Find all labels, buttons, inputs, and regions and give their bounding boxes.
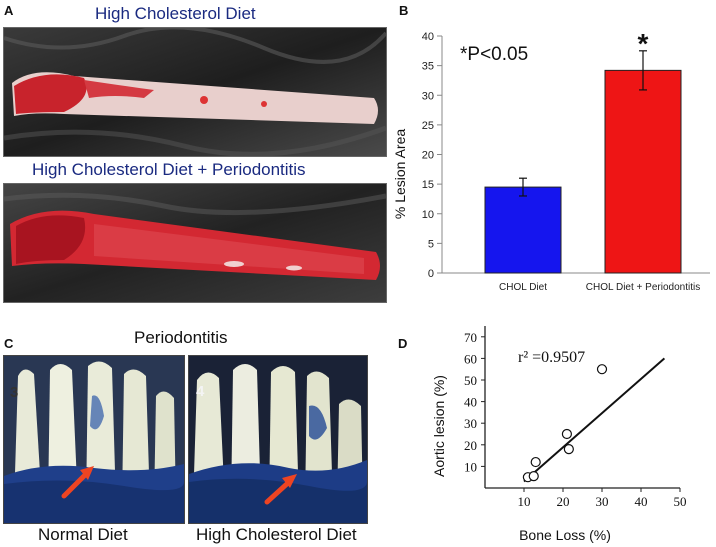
scatter-y-tick-label: 30 xyxy=(464,416,477,431)
panel-a-top-title: High Cholesterol Diet xyxy=(95,4,256,23)
lesion-area-bar-chart: 0 5 10 15 20 25 30 35 40 CHOL Diet CHOL Diet + Pe… xyxy=(392,28,710,293)
panel-c-label: C xyxy=(4,336,14,351)
aorta-photo-high-cholesterol xyxy=(3,27,387,157)
bar-chart-y-tick-label: 20 xyxy=(422,150,434,162)
scatter-fit-line xyxy=(523,357,666,483)
scatter-y-tick-label: 60 xyxy=(464,351,477,366)
scatter-y-tick-label: 10 xyxy=(464,459,477,474)
bar-1 xyxy=(484,186,562,274)
bar-chart-y-tick-label: 0 xyxy=(428,268,434,280)
panel-d-label: D xyxy=(398,336,408,351)
bar-chart-significance-marker: * xyxy=(638,28,649,59)
scatter-point xyxy=(530,456,541,468)
bar-chart-p-value-annotation: *P<0.05 xyxy=(460,44,528,65)
scatter-x-tick-label: 30 xyxy=(596,494,609,509)
scatter-x-tick-label: 20 xyxy=(557,494,570,509)
scatter-point xyxy=(561,428,572,440)
panel-a-bottom-title: High Cholesterol Diet + Periodontitis xyxy=(32,160,306,179)
bar-chart-y-tick-label: 35 xyxy=(422,61,434,73)
bar-chart-y-axis-label: % Lesion Area xyxy=(392,129,408,219)
bar-chart-y-tick-label: 30 xyxy=(422,90,434,102)
bar-chart-y-tick-label: 15 xyxy=(422,179,434,191)
bar-chart-y-tick-label: 25 xyxy=(422,120,434,132)
aorta-photo-high-cholesterol-periodontitis xyxy=(3,183,387,303)
bar-2 xyxy=(604,69,682,274)
bar-category-label: CHOL Diet xyxy=(499,282,547,293)
panel-c-left-caption: Normal Diet xyxy=(38,525,128,544)
teeth-photo-high-cholesterol-number: 4 xyxy=(196,383,205,400)
scatter-y-tick-label: 70 xyxy=(464,330,477,345)
bar-chart-y-tick-label: 5 xyxy=(428,238,434,250)
scatter-y-tick-label: 50 xyxy=(464,373,477,388)
scatter-y-tick-label: 20 xyxy=(464,438,477,453)
teeth-photo-normal-diet-graphic xyxy=(4,356,184,523)
scatter-x-tick-label: 50 xyxy=(674,494,687,509)
scatter-x-tick-label: 10 xyxy=(518,494,531,509)
scatter-point xyxy=(563,444,574,455)
teeth-photo-high-cholesterol-diet xyxy=(188,355,368,524)
scatter-y-tick-label: 40 xyxy=(464,395,477,410)
teeth-photo-high-cholesterol-graphic xyxy=(189,356,367,523)
scatter-point xyxy=(596,364,608,375)
teeth-photo-normal-diet-number: 3 xyxy=(10,384,19,401)
panel-c-right-caption: High Cholesterol Diet xyxy=(196,525,357,544)
scatter-r-squared-annotation: r² =0.9507 xyxy=(518,349,585,366)
scatter-y-axis-label: Aortic lesion (%) xyxy=(431,375,447,477)
scatter-x-axis-label: Bone Loss (%) xyxy=(519,527,611,543)
bar-category-label: CHOL Diet + Periodontitis xyxy=(586,282,700,293)
teeth-photo-normal-diet xyxy=(3,355,185,524)
panel-c-title: Periodontitis xyxy=(134,328,228,347)
scatter-point xyxy=(528,471,539,482)
panel-a-label: A xyxy=(4,3,14,18)
panel-b-label: B xyxy=(399,3,409,18)
aorta-photo-high-cholesterol-graphic xyxy=(4,28,386,156)
bone-loss-aortic-lesion-scatter: 10 20 30 40 50 60 70 10 20 30 40 50 r² =0.9507 Bone… xyxy=(431,326,687,543)
aorta-photo-periodontitis-graphic xyxy=(4,184,386,302)
bar-chart-y-tick-label: 40 xyxy=(422,31,434,43)
scatter-x-tick-label: 40 xyxy=(635,494,648,509)
bar-chart-y-tick-label: 10 xyxy=(422,209,434,221)
